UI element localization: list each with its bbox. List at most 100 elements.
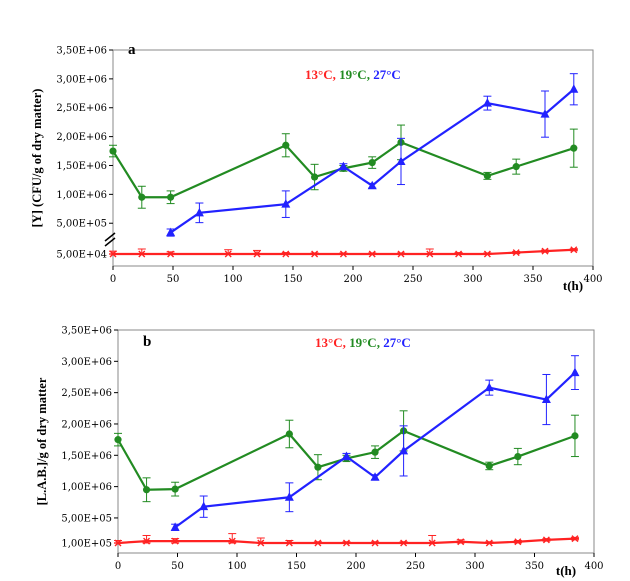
data-point [483,172,491,180]
data-point [396,156,406,165]
data-point-stroke [314,539,322,547]
data-point [314,463,322,471]
data-point-stroke [342,539,350,547]
data-point-stroke [371,539,379,547]
series-line [117,537,576,545]
data-point-stroke [542,536,550,544]
data-point-stroke [541,247,549,255]
data-point [541,247,549,255]
data-point [109,147,117,155]
data-point [310,250,319,258]
data-point [109,250,117,258]
data-point [485,462,493,470]
series-13°C [114,533,579,547]
data-point [484,382,494,392]
data-point-stroke [457,538,465,546]
legend-separator: , [333,67,340,82]
data-point-stroke [224,250,232,258]
x-axis-label: t(h) [563,278,583,293]
y-tick-label: 5,00E+05 [61,513,112,524]
data-point-stroke [167,250,175,258]
data-point [281,250,290,258]
x-tick-label: 350 [523,274,542,285]
data-point [142,486,151,494]
data-point [542,536,551,544]
data-point [570,535,579,543]
x-tick-label: 50 [167,274,180,285]
x-tick-label: 200 [343,274,362,285]
x-tick-label: 350 [525,561,544,572]
data-point [483,250,492,258]
y-tick-label: 3,50E+06 [56,46,107,57]
data-point [166,250,175,258]
legend: 13°C, 19°C, 27°C [305,67,401,82]
data-point [512,249,521,257]
data-point [371,448,379,456]
y-tick-label: 1,00E+06 [56,190,107,201]
data-point [285,539,294,547]
data-point [570,367,580,377]
data-point [114,436,122,444]
data-point [342,539,351,547]
data-point-stroke [311,250,319,258]
data-point [399,539,408,547]
legend-separator: , [367,67,374,82]
data-point-stroke [483,250,491,258]
data-point [253,250,261,258]
x-axis-label: t(h) [556,563,576,578]
data-point [371,539,380,547]
data-point [256,539,265,547]
data-point [482,98,492,107]
data-point [224,250,233,258]
data-point [170,522,180,531]
data-point [368,250,377,258]
series-13°C [109,246,578,258]
x-tick-label: 300 [465,561,484,572]
chart-panel-b: 1,00E+05 5,00E+05 1,00E+06 1,50E+06 2,00E+06… [35,326,604,579]
data-point [569,246,578,254]
data-point [454,250,463,258]
data-point-stroke [428,539,436,547]
x-tick-label: 150 [287,561,306,572]
data-point [456,538,465,546]
y-tick-label: 2,50E+06 [56,103,107,114]
data-point [285,430,293,438]
y-tick-label: 3,00E+06 [56,74,107,85]
data-point [485,539,494,547]
data-point-stroke [485,539,493,547]
axis-break-mark [104,237,116,247]
data-point [399,445,409,455]
data-point [341,451,351,461]
x-tick-label: 100 [227,561,246,572]
data-point-stroke [368,250,376,258]
x-tick-label: 50 [171,561,184,572]
series-27°C [166,73,579,237]
y-tick-label: 3,00E+06 [61,357,112,368]
data-point-stroke [285,539,293,547]
axis-break-mark [104,232,116,242]
x-tick-label: 250 [406,561,425,572]
x-tick-label: 0 [115,561,121,572]
data-point-stroke [228,537,236,545]
legend-separator: , [343,335,350,350]
data-point [284,492,294,501]
data-point-stroke [514,538,522,546]
data-point [167,193,175,201]
data-point-stroke [455,250,463,258]
panel-label: b [143,334,151,350]
y-tick-label: 1,00E+05 [61,539,112,550]
data-point [142,537,151,545]
x-tick-label: 200 [346,561,365,572]
plot-frame [117,329,595,554]
y-tick-label: 3,50E+06 [61,326,112,337]
data-point [199,501,209,511]
data-point [282,141,290,149]
x-tick-label: 250 [403,274,422,285]
data-point-stroke [397,250,405,258]
panel-label: a [128,42,136,58]
data-point-stroke [109,250,117,258]
data-point [166,227,176,237]
data-point [311,173,319,181]
data-point [512,163,520,171]
